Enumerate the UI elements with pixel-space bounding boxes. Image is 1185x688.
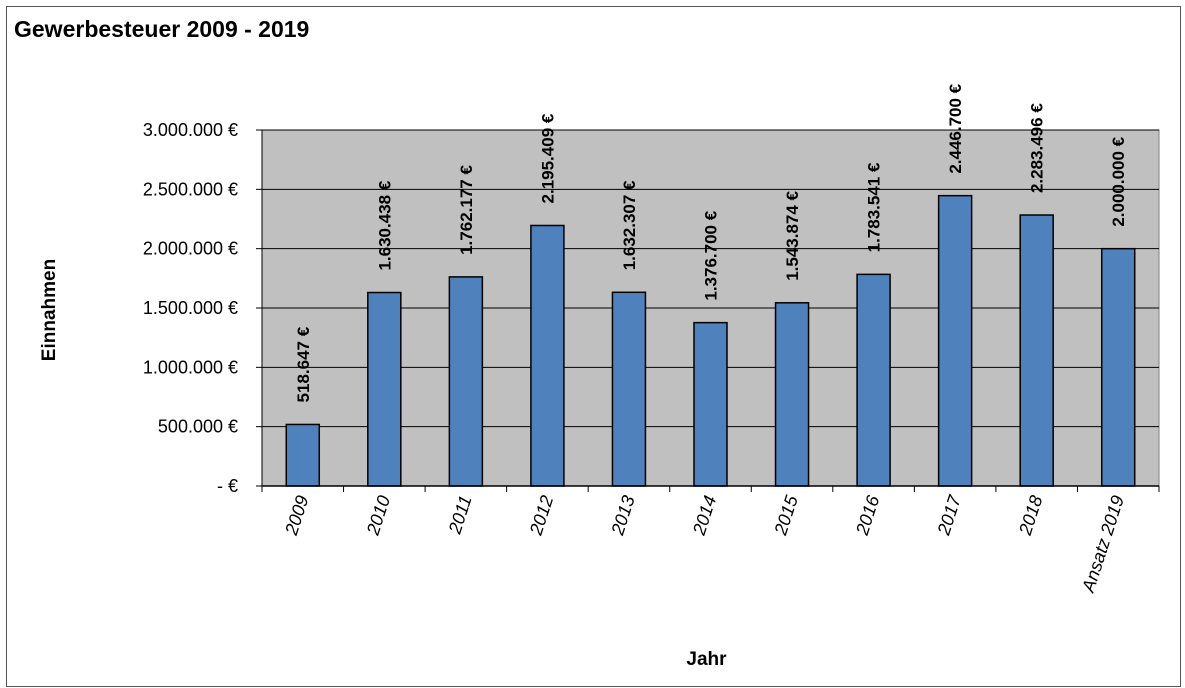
bar <box>1019 214 1054 487</box>
data-label: 1.762.177 € <box>457 165 476 255</box>
x-tick-label: 2013 <box>607 493 639 538</box>
y-tick-label: 1.500.000 € <box>143 298 238 318</box>
x-tick-label: 2010 <box>362 493 394 538</box>
data-label: 2.195.409 € <box>538 113 557 203</box>
data-label: 1.783.541 € <box>865 162 884 252</box>
data-label: 1.543.874 € <box>783 190 802 280</box>
bar <box>693 321 728 487</box>
x-axis-title: Jahr <box>686 649 727 670</box>
x-tick-label: 2014 <box>689 493 721 538</box>
y-tick-label: 2.500.000 € <box>143 179 238 199</box>
y-tick-label: 2.000.000 € <box>143 239 238 259</box>
axes <box>256 129 1160 492</box>
data-label: 1.632.307 € <box>620 180 639 270</box>
x-tick-labels: 2009 2010 2011 2012 2013 2014 2015 2016 2017 2018… <box>281 492 1128 595</box>
x-tick-label: 2012 <box>526 493 558 538</box>
data-label: 1.630.438 € <box>375 180 394 270</box>
x-tick-label: 2017 <box>933 492 965 538</box>
x-tick-label: 2011 <box>444 493 475 537</box>
y-tick-label: 1.000.000 € <box>143 357 238 377</box>
data-label: 2.283.496 € <box>1028 103 1047 193</box>
y-tick-label: - € <box>217 476 238 496</box>
bars <box>285 194 1136 487</box>
y-tick-labels: - € 500.000 € 1.000.000 € 1.500.000 € 2.000.… <box>143 120 238 496</box>
bar <box>856 273 891 487</box>
bar <box>448 276 484 487</box>
data-label: 518.647 € <box>294 326 313 402</box>
bar <box>285 423 321 487</box>
x-tick-label: 2015 <box>770 492 802 538</box>
data-labels: 518.647 € 1.630.438 € 1.762.177 € 2.195.409… <box>294 83 1128 402</box>
data-label: 2.446.700 € <box>946 83 965 173</box>
bar <box>530 224 565 487</box>
bar <box>611 291 647 487</box>
y-tick-label: 3.000.000 € <box>143 120 238 140</box>
x-tick-label: 2018 <box>1015 493 1047 538</box>
bar <box>1100 247 1136 487</box>
bar <box>937 194 973 487</box>
bar <box>367 291 402 487</box>
data-label: 1.376.700 € <box>702 210 721 300</box>
bar <box>774 302 810 487</box>
x-tick-label: Ansatz 2019 <box>1078 493 1128 595</box>
y-axis-title: Einnahmen <box>39 259 60 361</box>
x-tick-label: 2009 <box>281 493 313 538</box>
data-label: 2.000.000 € <box>1109 136 1128 226</box>
chart-title: Gewerbesteuer 2009 - 2019 <box>14 16 309 42</box>
y-tick-label: 500.000 € <box>158 417 238 437</box>
x-tick-label: 2016 <box>852 492 884 538</box>
